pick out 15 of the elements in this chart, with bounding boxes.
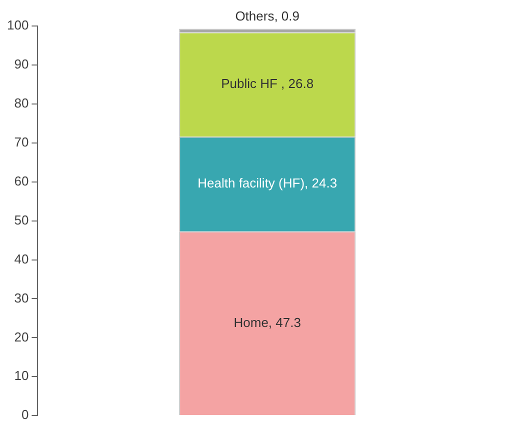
data-label: Health facility (HF), 24.3 xyxy=(198,176,338,191)
y-tick-label: 60 xyxy=(14,173,29,188)
y-tick-label: 90 xyxy=(14,56,29,72)
data-label: Public HF , 26.8 xyxy=(221,76,314,92)
y-tick-label: 100 xyxy=(6,18,29,33)
data-label: Home, 47.3 xyxy=(234,314,301,330)
y-tick-label: 20 xyxy=(14,329,29,344)
data-label: Others, 0.9 xyxy=(235,8,300,24)
y-tick-label: 80 xyxy=(14,96,29,110)
y-tick-label: 30 xyxy=(14,290,29,306)
y-tick-label: 10 xyxy=(14,368,29,384)
y-tick-label: 70 xyxy=(14,134,29,150)
y-tick-label: 50 xyxy=(14,212,29,228)
y-tick-label: 0 xyxy=(21,407,29,422)
y-tick-label: 40 xyxy=(14,251,29,266)
